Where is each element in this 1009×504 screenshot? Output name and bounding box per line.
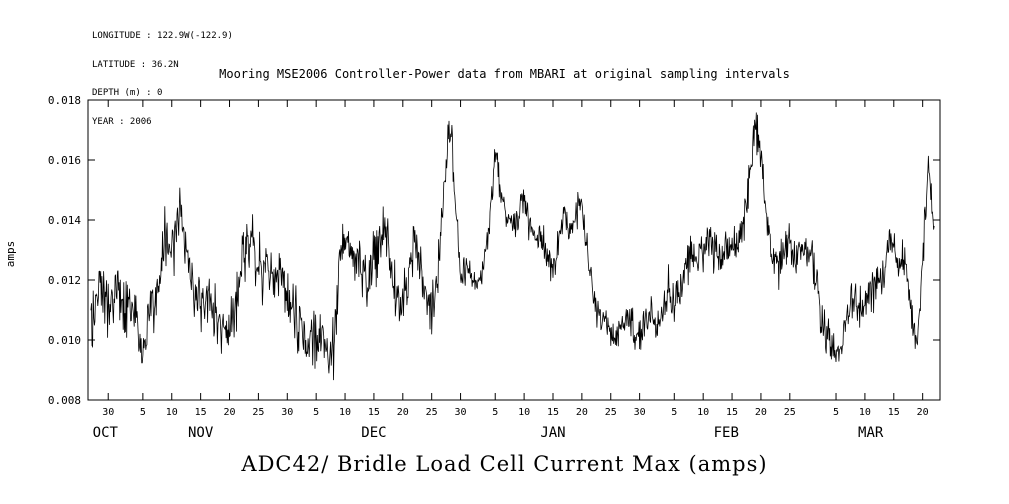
x-tick-label: 30 bbox=[455, 407, 467, 418]
x-tick-label: 10 bbox=[697, 407, 709, 418]
metadata-depth: DEPTH (m) : 0 bbox=[92, 88, 163, 98]
x-tick-label: 5 bbox=[671, 407, 677, 418]
chart-plot: 0.008 0.010 0.012 0.014 0.016 0.018 30 5 10 15 20 2… bbox=[48, 94, 941, 441]
x-tick-label: 30 bbox=[281, 407, 293, 418]
x-tick-label: 25 bbox=[784, 407, 796, 418]
x-tick-label: 25 bbox=[605, 407, 617, 418]
chart-title: Mooring MSE2006 Controller-Power data fr… bbox=[219, 67, 790, 81]
y-tick-label: 0.010 bbox=[48, 334, 81, 347]
x-tick-label: 25 bbox=[426, 407, 438, 418]
y-tick-label: 0.008 bbox=[48, 394, 81, 407]
x-tick-label: 15 bbox=[368, 407, 380, 418]
metadata-latitude: LATITUDE : 36.2N bbox=[92, 59, 179, 70]
x-tick-label: 30 bbox=[102, 407, 114, 418]
series-line bbox=[90, 112, 935, 381]
y-axis-label: amps bbox=[4, 241, 17, 268]
x-tick-label: 15 bbox=[888, 407, 900, 418]
x-tick-label: 25 bbox=[252, 407, 264, 418]
x-month-label: MAR bbox=[858, 425, 884, 441]
x-tick-label: 20 bbox=[755, 407, 767, 418]
y-tick-label: 0.018 bbox=[48, 94, 81, 107]
x-tick-label: 5 bbox=[313, 407, 319, 418]
x-tick-label: 30 bbox=[634, 407, 646, 418]
y-tick-label: 0.012 bbox=[48, 274, 81, 287]
x-month-label: OCT bbox=[93, 425, 119, 441]
x-tick-label: 10 bbox=[339, 407, 351, 418]
x-tick-label: 15 bbox=[726, 407, 738, 418]
x-tick-label: 20 bbox=[397, 407, 409, 418]
x-tick-label: 20 bbox=[576, 407, 588, 418]
x-tick-label: 5 bbox=[833, 407, 839, 418]
x-tick-label: 10 bbox=[859, 407, 871, 418]
y-tick-label: 0.014 bbox=[48, 214, 81, 227]
x-tick-label: 15 bbox=[547, 407, 559, 418]
plot-frame bbox=[87, 99, 941, 401]
station-metadata: LONGITUDE : 122.9W(-122.9) LATITUDE : 36… bbox=[92, 13, 233, 146]
x-tick-label: 20 bbox=[917, 407, 929, 418]
metadata-year: YEAR : 2006 bbox=[92, 116, 152, 127]
x-month-label: JAN bbox=[540, 425, 565, 441]
x-tick-label: 5 bbox=[492, 407, 498, 418]
x-tick-label: 5 bbox=[140, 407, 146, 418]
x-month-label: DEC bbox=[361, 425, 386, 441]
x-tick-label: 10 bbox=[166, 407, 178, 418]
x-tick-label: 20 bbox=[223, 407, 235, 418]
x-tick-label: 15 bbox=[195, 407, 207, 418]
x-tick-label: 10 bbox=[518, 407, 530, 418]
bottom-axis-title: ADC42/ Bridle Load Cell Current Max (amp… bbox=[241, 452, 768, 476]
metadata-longitude: LONGITUDE : 122.9W(-122.9) bbox=[92, 31, 233, 41]
x-month-label: NOV bbox=[188, 425, 214, 441]
y-tick-label: 0.016 bbox=[48, 154, 81, 167]
x-month-label: FEB bbox=[714, 425, 739, 441]
